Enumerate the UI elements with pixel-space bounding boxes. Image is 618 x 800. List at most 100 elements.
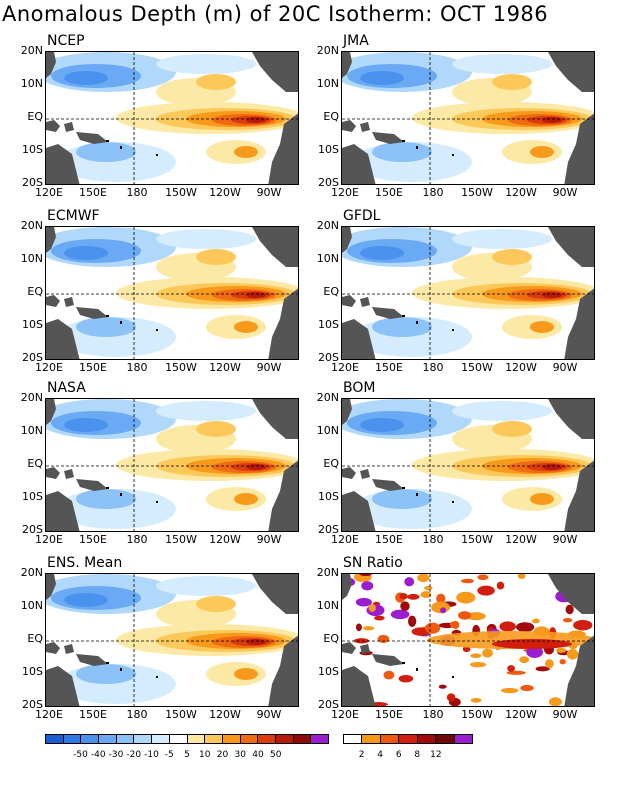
longitude-label: 150E [79, 186, 107, 199]
cool-anomaly-patch [372, 489, 432, 509]
colorbar-label: 20 [216, 750, 229, 760]
land-central-america [548, 574, 594, 614]
colorbar-label: -50 [73, 750, 88, 760]
longitude-label: 150W [461, 708, 493, 721]
land-central-america [252, 52, 298, 92]
land-australia [46, 666, 80, 706]
land-indonesia [342, 467, 356, 479]
land-south-america [268, 113, 298, 184]
warm-anomaly-patch [246, 117, 266, 123]
latitude-label: 10S [22, 665, 43, 678]
warm-anomaly-patch [246, 464, 266, 470]
colorbar-label: -10 [144, 750, 159, 760]
latitude-label: 20S [318, 176, 339, 189]
island [452, 154, 454, 156]
land-indonesia [46, 120, 60, 132]
sn-ratio-patch [496, 581, 505, 590]
colorbar-swatch [63, 735, 82, 743]
sn-ratio-patch [457, 611, 472, 620]
longitude-label: 150E [375, 186, 403, 199]
longitude-label: 150W [461, 361, 493, 374]
longitude-label: 120E [35, 708, 63, 721]
island [402, 140, 405, 142]
latitude-label: 10N [20, 77, 43, 90]
colorbar-swatch [293, 735, 312, 743]
panel-title: ECMWF [47, 208, 100, 224]
panel-title: GFDL [343, 208, 381, 224]
latitude-label: 10N [20, 424, 43, 437]
land-south-america [564, 288, 594, 359]
island [452, 676, 454, 678]
longitude-label: 150W [165, 361, 197, 374]
warm-anomaly-patch [492, 249, 532, 265]
land-indonesia [64, 469, 74, 479]
map-panel [341, 226, 595, 360]
colorbar-swatch [417, 735, 437, 743]
longitude-label: 120W [209, 186, 241, 199]
island [106, 662, 109, 664]
island [156, 154, 158, 156]
longitude-label: 180 [126, 361, 148, 374]
longitude-label: 150E [79, 708, 107, 721]
longitude-label: 90W [552, 533, 578, 546]
sn-ratio-colorbar [343, 734, 473, 744]
sn-ratio-patch [456, 591, 476, 604]
island [452, 329, 454, 331]
colorbar-label: -20 [126, 750, 142, 760]
latitude-label: 20S [318, 698, 339, 711]
land-central-america [252, 574, 298, 614]
cool-anomaly-patch [372, 142, 432, 162]
latitude-label: 20S [22, 351, 43, 364]
map-panel [45, 226, 299, 360]
island [402, 315, 405, 317]
panel-title: BOM [343, 380, 376, 396]
sn-ratio-patch [559, 658, 566, 665]
longitude-label: 120W [505, 361, 537, 374]
colorbar-label: 8 [414, 750, 421, 760]
panel-title: NASA [47, 380, 86, 396]
land-indonesia [360, 122, 370, 132]
longitude-label: 150E [375, 361, 403, 374]
longitude-label: 150E [375, 708, 403, 721]
longitude-label: 150W [165, 533, 197, 546]
sn-ratio-patch [424, 622, 441, 634]
island [120, 668, 122, 671]
colorbar-swatch [187, 735, 206, 743]
longitude-label: 120W [505, 186, 537, 199]
land-south-america [268, 460, 298, 531]
land-central-america [252, 399, 298, 439]
land-new-guinea [372, 479, 404, 491]
sn-ratio-patch [520, 684, 534, 692]
longitude-label: 120W [209, 533, 241, 546]
warm-anomaly-patch [542, 292, 562, 298]
map-field [46, 574, 298, 706]
sn-ratio-patch [399, 593, 408, 600]
sn-ratio-patch [420, 591, 432, 598]
island [416, 321, 418, 324]
colorbar-label: 30 [234, 750, 246, 760]
island [416, 668, 418, 671]
latitude-label: EQ [323, 285, 339, 298]
sn-ratio-patch [532, 618, 540, 624]
land-indonesia [342, 642, 356, 654]
warm-anomaly-patch [530, 146, 554, 158]
longitude-label: 150W [165, 186, 197, 199]
longitude-label: 150W [461, 533, 493, 546]
sn-ratio-patch [573, 620, 593, 631]
land-indonesia [360, 297, 370, 307]
land-asia [342, 52, 352, 78]
cool-anomaly-patch [76, 664, 136, 684]
colorbar-swatch [46, 735, 64, 743]
sn-ratio-patch [566, 648, 579, 660]
map-field [46, 227, 298, 359]
island [120, 321, 122, 324]
cool-anomaly-patch [452, 401, 552, 421]
longitude-label: 150W [461, 186, 493, 199]
land-australia [342, 491, 376, 531]
sn-ratio-patch [492, 639, 572, 649]
warm-anomaly-patch [542, 464, 562, 470]
longitude-label: 120W [505, 533, 537, 546]
warm-anomaly-patch [542, 117, 562, 123]
colorbar-swatch [275, 735, 294, 743]
map-panel [45, 573, 299, 707]
